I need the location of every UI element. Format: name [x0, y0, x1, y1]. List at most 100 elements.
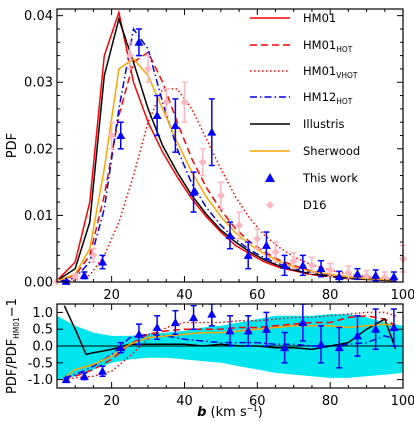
bottom-y-tick-label: 0.0: [32, 340, 53, 355]
legend-label-this-work: This work: [302, 171, 358, 185]
bottom-this-work-point: [243, 326, 253, 335]
legend-label-sub: VHOT: [336, 71, 358, 80]
bottom-x-axis-label: b (km s−1): [197, 404, 263, 420]
top-hm01-hot-line: [56, 51, 396, 283]
legend-label-main: HM01: [303, 38, 336, 52]
bottom-this-work-point: [261, 324, 271, 333]
legend-label-sherwood: Sherwood: [303, 144, 360, 158]
legend-label-sub: HOT: [336, 45, 353, 54]
y-axis-ratio-tail: −1: [5, 298, 20, 317]
y-axis-ratio: PDF/PDF: [5, 339, 20, 394]
bottom-series: [61, 304, 399, 384]
bottom-this-work-point: [334, 343, 344, 352]
top-this-work-point: [116, 131, 126, 140]
bottom-this-work-point: [207, 309, 217, 318]
top-d16-point: [307, 261, 316, 270]
legend-label-hm01-vhot: HM01VHOT: [303, 64, 358, 80]
legend-label-hm12-hot: HM12HOT: [303, 90, 353, 106]
bottom-this-work-point: [98, 366, 108, 375]
top-x-tick-label: 60: [249, 288, 266, 303]
top-y-tick-label: 0.00: [24, 276, 53, 291]
top-x-tick-label: 40: [176, 288, 193, 303]
top-this-work-points: [61, 28, 399, 285]
bottom-this-work-point: [280, 343, 290, 352]
top-x-tick-label: 100: [391, 288, 414, 303]
top-this-work-point: [316, 264, 326, 273]
legend-label-sub: HOT: [336, 97, 353, 106]
bottom-this-work-point: [79, 371, 89, 380]
top-this-work-point: [371, 270, 381, 279]
bottom-this-work-point: [316, 339, 326, 348]
y-axis-ratio-sub: HM01: [12, 317, 21, 339]
top-d16-point: [216, 191, 225, 200]
legend-marker-d16: [266, 201, 274, 209]
top-d16-points: [53, 41, 407, 286]
top-this-work-point: [61, 276, 71, 285]
legend-label-hm01-hot: HM01HOT: [303, 38, 353, 54]
legend-label-d16: D16: [303, 198, 327, 212]
top-d16-point: [326, 266, 335, 275]
top-this-work-point: [352, 269, 362, 278]
bottom-x-tick-label: 20: [103, 394, 120, 409]
bottom-this-work-points: [61, 304, 399, 384]
top-d16-point: [180, 98, 189, 107]
bottom-x-tick-label: 100: [391, 394, 414, 409]
top-panel: 20 40 60 80 100 0.00 0.01 0.02 0.03 0.04 PDF: [5, 8, 414, 303]
bottom-this-work-point: [152, 323, 162, 332]
top-this-work-point: [189, 187, 199, 196]
top-y-tick-label: 0.02: [24, 142, 53, 157]
bottom-this-work-point: [116, 343, 126, 352]
top-this-work-point: [243, 250, 253, 259]
bottom-x-tick-label: 40: [176, 394, 193, 409]
bottom-plot-frame: [56, 303, 404, 389]
top-this-work-point: [389, 272, 399, 281]
bottom-y-tick-label: -1.0: [28, 373, 53, 388]
top-y-axis-label: PDF: [5, 133, 20, 158]
top-this-work-point: [261, 240, 271, 249]
top-x-tick-label: 80: [322, 288, 339, 303]
legend: HM01HM01HOTHM01VHOTHM12HOTIllustrisSherw…: [250, 11, 360, 212]
top-d16-point: [289, 256, 298, 265]
top-d16-point: [235, 221, 244, 230]
top-this-work-point: [298, 260, 308, 269]
top-this-work-point: [152, 111, 162, 120]
x-axis-unit: (km s: [206, 405, 247, 420]
x-axis-unit-close: ): [258, 405, 263, 420]
top-y-tick-label: 0.03: [24, 76, 53, 91]
top-this-work-point: [170, 121, 180, 130]
bottom-this-work-point: [134, 329, 144, 338]
top-d16-point: [380, 273, 389, 282]
x-axis-unit-exp: −1: [247, 404, 258, 413]
bottom-x-tick-label: 60: [249, 394, 266, 409]
bottom-this-work-point: [225, 326, 235, 335]
bottom-y-tick-label: 0.5: [32, 323, 53, 338]
bottom-illustris-line: [63, 305, 397, 356]
legend-label-illustris: Illustris: [303, 117, 345, 131]
legend-label-hm01: HM01: [303, 11, 336, 25]
top-y-tick-label: 0.01: [24, 209, 53, 224]
top-this-work-point: [280, 260, 290, 269]
top-this-work-point: [79, 270, 89, 279]
top-x-tick-label: 20: [103, 288, 120, 303]
bottom-y-tick-label: 1.0: [32, 306, 53, 321]
bottom-this-work-point: [389, 323, 399, 332]
bottom-this-work-point: [352, 331, 362, 340]
bottom-this-work-point: [298, 317, 308, 326]
top-d16-point: [253, 234, 262, 243]
top-d16-point: [89, 251, 98, 260]
bottom-y-axis-label: PDF/PDFHM01−1: [5, 298, 21, 394]
top-plot-frame: [56, 8, 404, 283]
legend-marker-this-work: [265, 173, 275, 182]
top-d16-point: [344, 268, 353, 277]
x-axis-symbol: b: [197, 405, 206, 420]
bottom-this-work-point: [61, 375, 71, 384]
top-d16-point: [198, 158, 207, 167]
legend-label-main: HM12: [303, 90, 336, 104]
top-d16-point: [125, 51, 134, 60]
bottom-this-work-point: [170, 317, 180, 326]
top-this-work-point: [134, 37, 144, 46]
bottom-this-work-point: [371, 324, 381, 333]
bottom-uncertainty-band: [57, 314, 403, 380]
